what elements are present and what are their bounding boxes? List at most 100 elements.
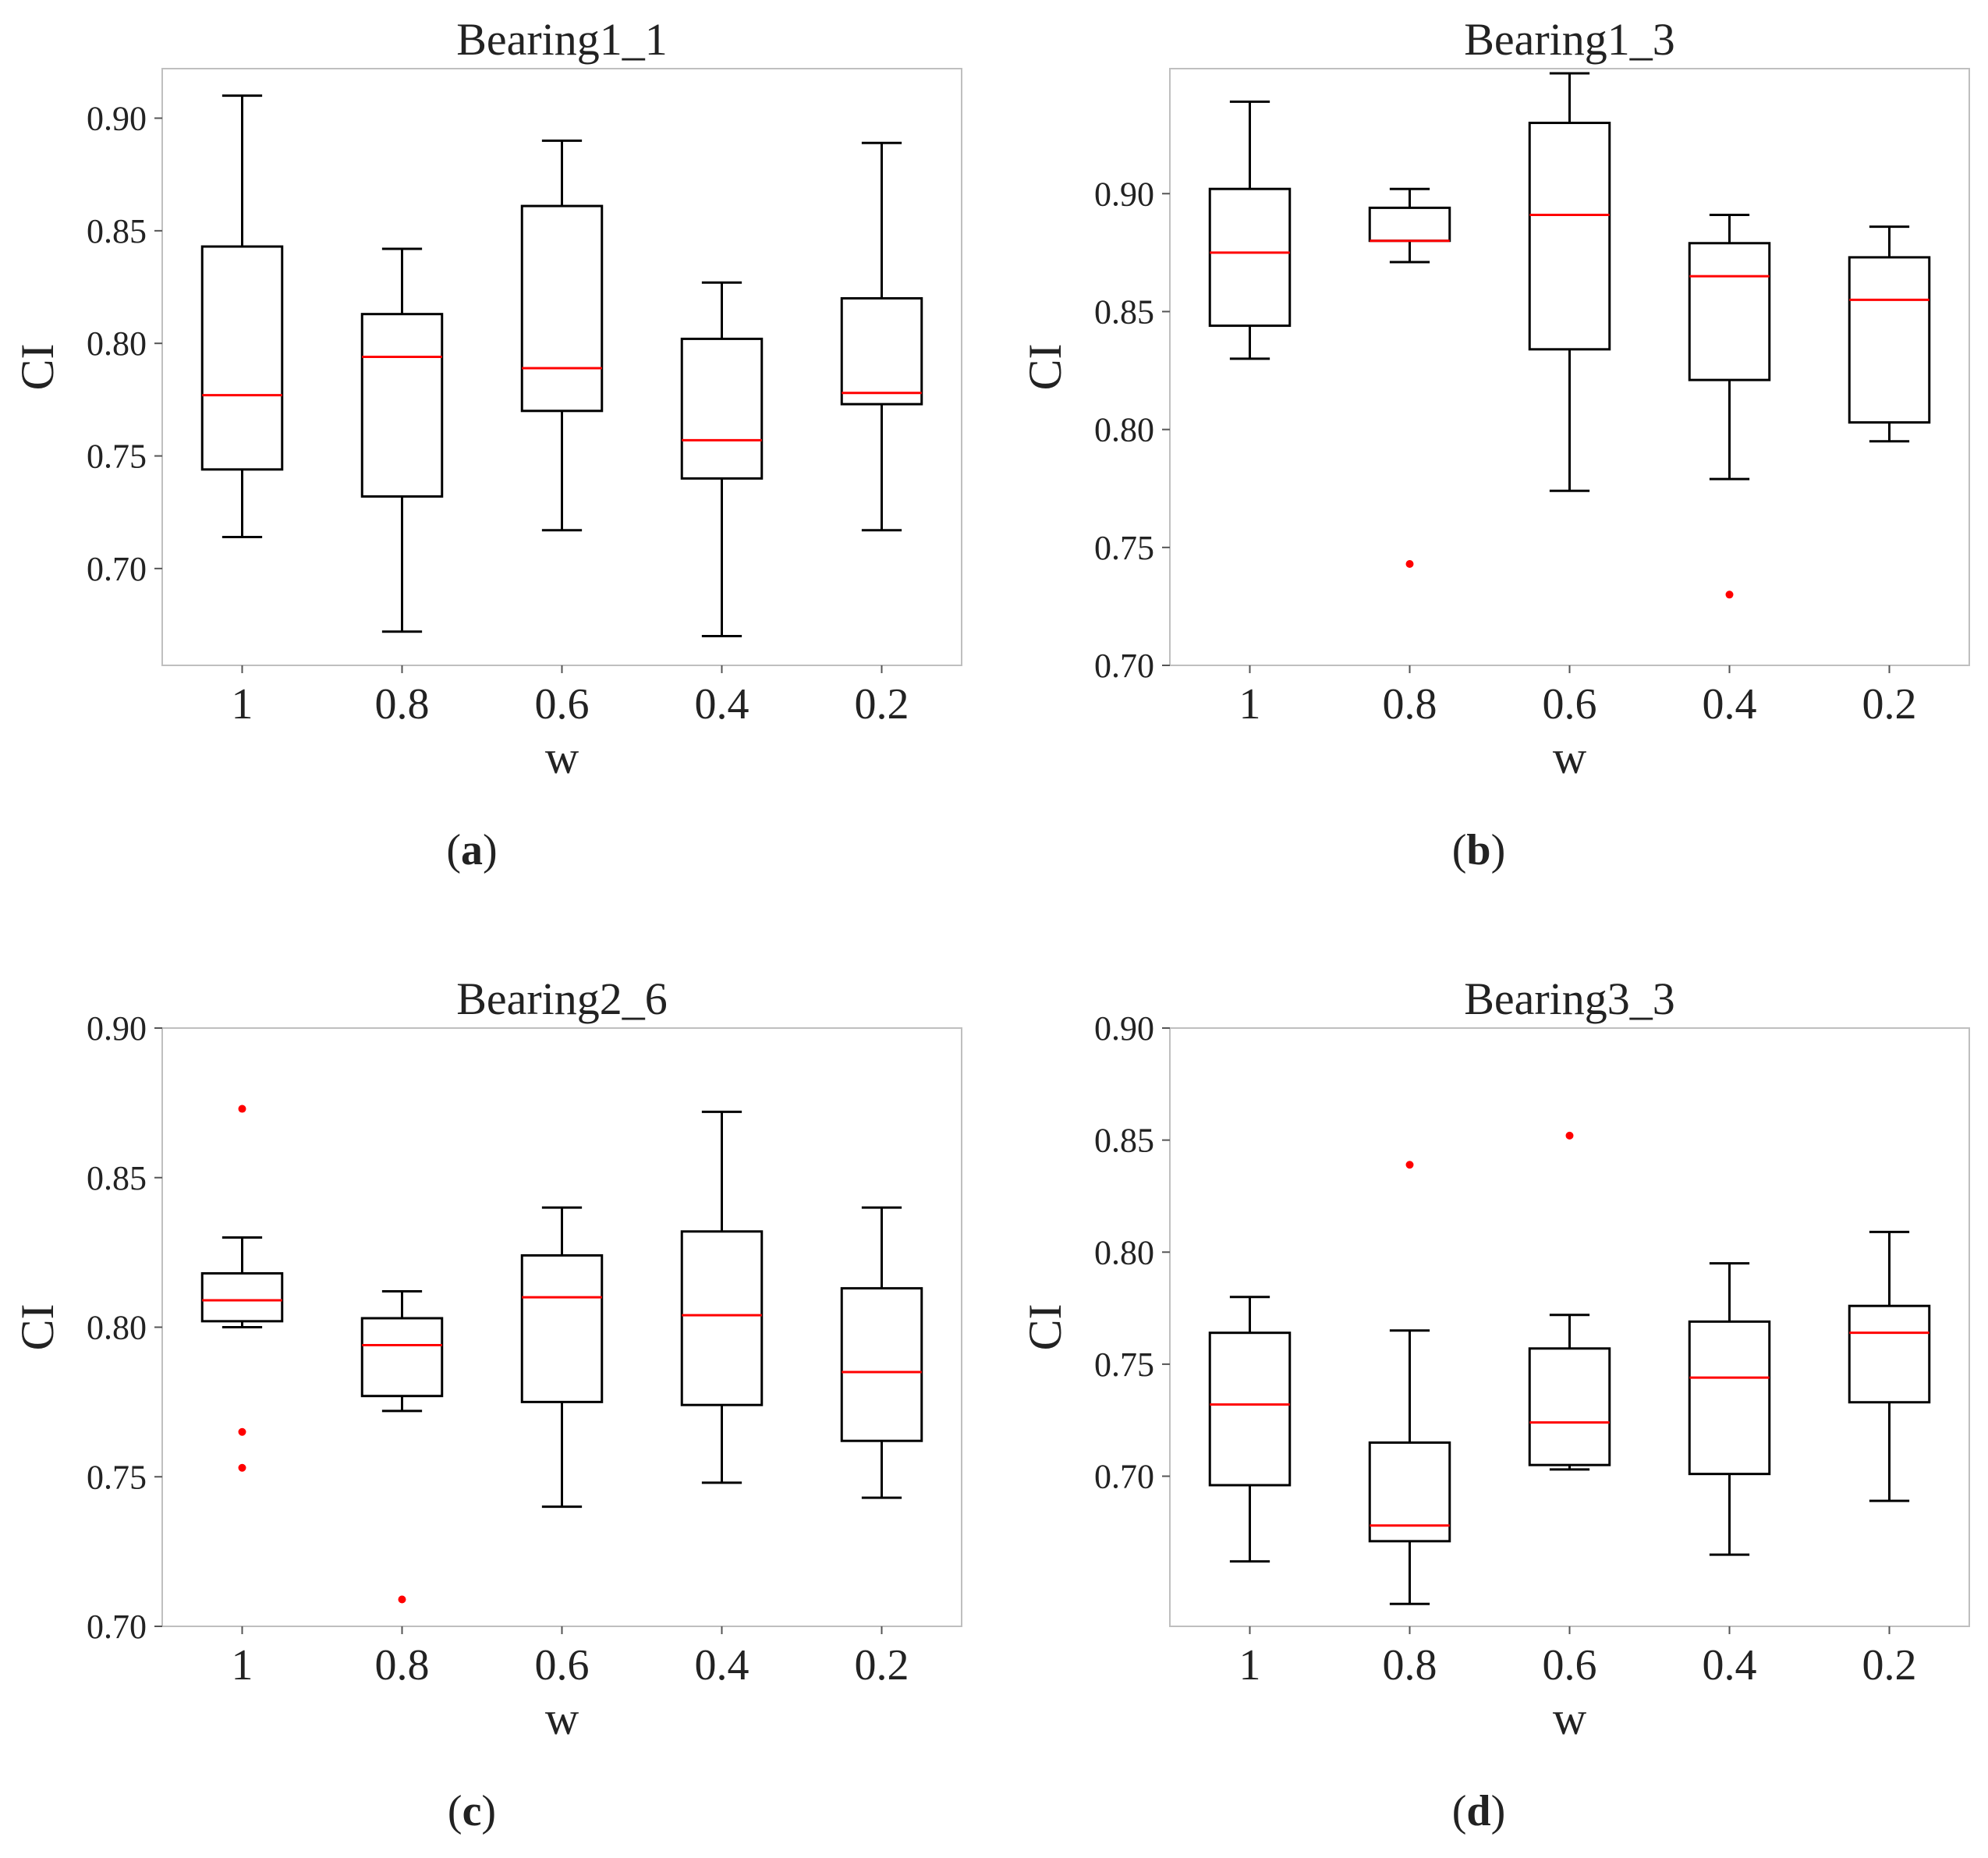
box-0-4 [680,281,764,637]
panel-bearing1-3: Bearing1_3 0.70 0.75 0.80 0.85 0.90 CI 1 0.8 0.6 0… [1019,14,1970,783]
outlier-point [398,1595,406,1604]
x-tick-label: 0.2 [1862,1641,1917,1690]
box-0-4 [1688,213,1771,599]
iqr-box [1528,1347,1611,1466]
caption-open-paren: ( [1452,826,1467,874]
box-0-4 [1688,1262,1771,1556]
y-tick-label: 0.85 [1094,1122,1154,1160]
y-tick-label: 0.80 [87,1309,147,1347]
box-0-4 [680,1110,764,1484]
panel-bearing2-6: Bearing2_6 0.70 0.75 0.80 0.85 0.90 CI 1 0.8 0.6 0… [12,973,962,1744]
iqr-box [680,337,764,480]
x-axis-label: w [545,732,579,783]
panel-caption: (c) [448,1787,496,1835]
box-0-2 [1848,225,1931,443]
iqr-box [680,1230,764,1406]
x-tick-label: 0.4 [1703,1641,1757,1690]
x-tick-label: 0.2 [855,680,909,729]
y-tick-label: 0.80 [1094,411,1154,449]
iqr-box [1688,1320,1771,1476]
y-tick-label: 0.70 [87,1608,147,1646]
box-1 [1208,1296,1292,1563]
x-tick-label: 1 [1239,680,1261,729]
iqr-box [520,204,604,413]
x-tick-label: 0.2 [855,1641,909,1690]
outlier-point [1725,590,1734,599]
panel-caption: (b) [1452,826,1505,874]
y-tick-label: 0.80 [87,324,147,363]
caption-open-paren: ( [1452,1787,1467,1835]
y-tick-label: 0.90 [1094,1009,1154,1048]
panel-caption: (a) [446,826,497,874]
iqr-box [840,1287,923,1442]
caption-close-paren: ) [1491,826,1506,874]
x-tick-label: 0.6 [535,680,590,729]
outlier-point [1405,559,1414,568]
iqr-box [1208,1331,1292,1487]
iqr-box [1528,122,1611,351]
x-axis-label: w [545,1693,579,1744]
caption-letter: b [1466,826,1490,874]
panel-caption: (d) [1452,1787,1505,1835]
outlier-point [1565,1131,1574,1140]
iqr-box [200,1271,284,1323]
caption-close-paren: ) [1491,1787,1506,1835]
chart-title: Bearing1_1 [456,14,668,65]
iqr-box [840,296,923,406]
outlier-point [1405,1161,1414,1169]
caption-letter: a [461,826,483,874]
caption-letter: d [1466,1787,1490,1835]
box-0-8 [360,1289,444,1604]
x-tick-label: 0.4 [695,680,749,729]
outlier-point [238,1427,246,1436]
iqr-box [200,245,284,471]
caption-letter: c [462,1787,482,1835]
y-axis-label: CI [1019,344,1071,391]
x-tick-label: 0.6 [535,1641,590,1690]
y-tick-label: 0.85 [87,212,147,250]
x-tick-label: 0.8 [375,680,430,729]
y-tick-label: 0.85 [1094,293,1154,331]
box-0-6 [520,1206,604,1509]
y-tick-label: 0.75 [1094,529,1154,567]
box-0-2 [1848,1230,1931,1502]
x-tick-label: 1 [232,1641,253,1690]
box-1 [200,94,284,538]
box-0-8 [1368,1161,1451,1605]
chart-title: Bearing2_6 [456,973,668,1024]
caption-open-paren: ( [446,826,461,874]
box-0-8 [360,247,444,633]
y-tick-label: 0.90 [87,100,147,138]
chart-title: Bearing3_3 [1464,973,1675,1024]
iqr-box [520,1253,604,1403]
y-tick-label: 0.75 [87,438,147,476]
y-tick-label: 0.80 [1094,1233,1154,1271]
box-1 [1208,100,1292,360]
iqr-box [1848,256,1931,424]
x-tick-label: 0.6 [1543,1641,1597,1690]
panel-bearing3-3: Bearing3_3 0.70 0.75 0.80 0.85 0.90 CI 1 0.8 0.6 0… [1019,973,1970,1744]
iqr-box [360,313,444,498]
x-axis-label: w [1553,1693,1587,1744]
box-0-2 [840,1206,923,1499]
chart-title: Bearing1_3 [1464,14,1675,65]
x-tick-label: 1 [232,680,253,729]
iqr-box [360,1317,444,1398]
caption-open-paren: ( [448,1787,462,1835]
y-tick-label: 0.85 [87,1159,147,1197]
box-0-6 [1528,72,1611,492]
x-tick-label: 0.6 [1543,680,1597,729]
y-tick-label: 0.70 [1094,1458,1154,1496]
iqr-box [1688,242,1771,381]
y-tick-label: 0.70 [1094,647,1154,685]
y-tick-label: 0.90 [1094,175,1154,213]
box-0-8 [1368,187,1451,568]
iqr-box [1208,187,1292,328]
iqr-box [1848,1304,1931,1404]
x-tick-label: 0.4 [695,1641,749,1690]
box-1 [200,1105,284,1472]
iqr-box [1368,206,1451,243]
iqr-box [1368,1441,1451,1543]
